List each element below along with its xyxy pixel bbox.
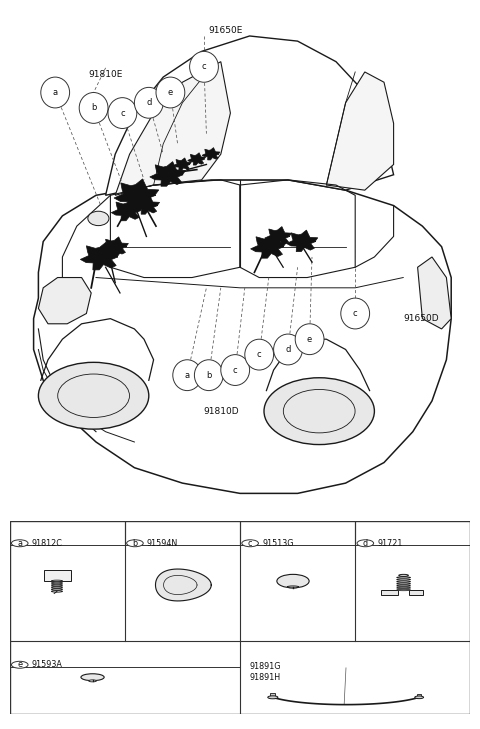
Ellipse shape [89,680,96,682]
Polygon shape [114,179,159,210]
Polygon shape [251,233,287,258]
Ellipse shape [51,582,62,584]
Polygon shape [409,590,423,595]
Ellipse shape [399,574,408,577]
FancyBboxPatch shape [10,521,470,714]
Text: 91593A: 91593A [32,660,62,669]
Text: e: e [168,88,173,97]
Text: e: e [17,660,22,669]
Circle shape [341,298,370,329]
Polygon shape [38,278,91,324]
Circle shape [12,539,28,547]
Ellipse shape [396,583,410,585]
Ellipse shape [51,584,62,586]
Text: 91810D: 91810D [203,407,239,416]
Polygon shape [270,693,276,696]
Text: c: c [202,62,206,71]
Polygon shape [156,569,211,601]
Ellipse shape [51,588,62,590]
Text: 91810E: 91810E [88,70,123,79]
Circle shape [134,87,163,118]
Circle shape [277,574,309,588]
Text: c: c [257,350,262,359]
Text: a: a [53,88,58,97]
Circle shape [245,339,274,370]
Text: 91812C: 91812C [32,539,62,547]
Circle shape [221,354,250,386]
Text: c: c [120,109,125,117]
Polygon shape [106,36,394,195]
Text: e: e [307,335,312,343]
Polygon shape [188,153,205,165]
Circle shape [173,360,202,391]
Circle shape [79,93,108,123]
Text: d: d [146,98,152,107]
Polygon shape [326,72,394,190]
Ellipse shape [264,378,374,445]
Text: a: a [185,370,190,380]
Circle shape [12,661,28,668]
Polygon shape [80,242,120,270]
Ellipse shape [396,577,410,578]
Circle shape [41,77,70,108]
Polygon shape [44,570,72,581]
Text: 91594N: 91594N [147,539,178,547]
Polygon shape [102,237,128,255]
Text: d: d [285,345,291,354]
Text: b: b [91,104,96,112]
Ellipse shape [51,580,62,582]
Polygon shape [115,62,230,195]
Circle shape [156,77,185,108]
Text: c: c [233,365,238,375]
Circle shape [108,98,137,128]
Text: 91513G: 91513G [262,539,294,547]
Circle shape [242,539,258,547]
Ellipse shape [396,585,410,587]
Ellipse shape [396,581,410,582]
Text: 91721: 91721 [377,539,403,547]
Text: c: c [248,539,252,547]
Polygon shape [382,590,398,595]
Ellipse shape [51,590,62,592]
Polygon shape [202,147,220,160]
Ellipse shape [38,362,149,429]
Ellipse shape [396,579,410,580]
Ellipse shape [268,695,278,699]
Polygon shape [150,162,186,186]
Polygon shape [133,195,159,214]
Polygon shape [417,693,421,696]
Polygon shape [418,257,451,329]
Text: a: a [17,539,22,547]
Polygon shape [287,230,318,252]
Text: 91650E: 91650E [208,26,243,35]
Text: d: d [363,539,368,547]
Text: c: c [353,309,358,318]
Polygon shape [34,180,451,494]
Circle shape [190,51,218,82]
Polygon shape [111,199,143,221]
Ellipse shape [51,586,62,588]
Circle shape [357,539,373,547]
Circle shape [127,539,143,547]
Text: b: b [132,539,137,547]
Circle shape [194,360,223,391]
Ellipse shape [415,696,423,698]
Ellipse shape [396,589,410,590]
Polygon shape [265,227,291,245]
Polygon shape [173,158,191,170]
Ellipse shape [88,211,109,225]
Ellipse shape [287,586,299,588]
Text: b: b [206,370,212,380]
Circle shape [295,324,324,354]
Text: 91650D: 91650D [403,314,439,323]
Circle shape [274,334,302,365]
Text: 91891G
91891H: 91891G 91891H [249,662,281,682]
Ellipse shape [81,674,104,681]
